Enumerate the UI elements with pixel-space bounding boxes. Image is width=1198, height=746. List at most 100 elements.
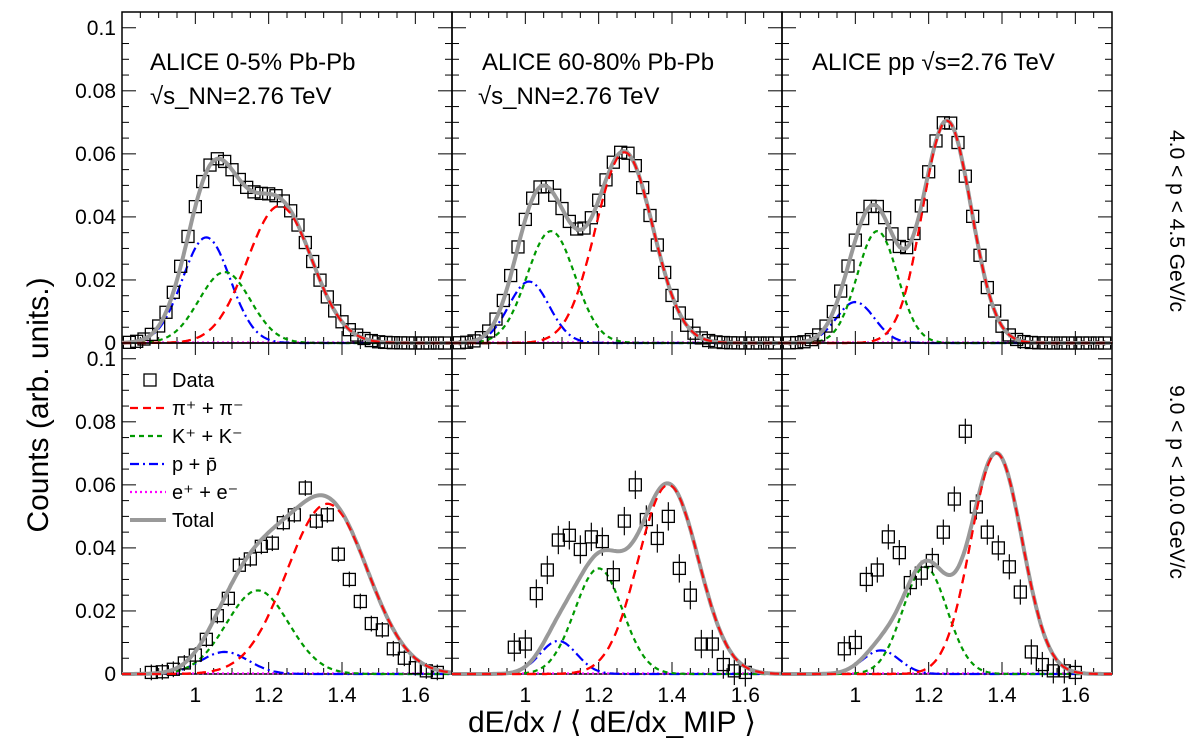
data-point <box>995 319 1009 333</box>
y-tick-label: 0.04 <box>75 537 116 560</box>
data-point <box>562 214 576 229</box>
data-point <box>177 656 191 670</box>
data-point <box>812 328 826 342</box>
data-point <box>320 290 334 304</box>
x-axis-title: dE/dx / ⟨ dE/dx_MIP ⟩ <box>468 706 756 739</box>
data-point <box>328 304 342 318</box>
data-point <box>617 514 631 528</box>
panel-title-col0-line2: √s_NN=2.76 TeV <box>150 83 332 110</box>
data-point <box>885 227 899 241</box>
data-point <box>958 424 972 438</box>
data-point <box>661 509 675 524</box>
data-point <box>859 572 873 587</box>
x-tick-label: 1.2 <box>254 684 283 707</box>
data-point <box>892 545 906 560</box>
data-point <box>232 172 246 187</box>
y-tick-label: 0 <box>104 332 116 355</box>
legend-item-e: e⁺ + e⁻ <box>130 482 238 504</box>
panel-title-col1-line1: ALICE 60-80% Pb-Pb <box>482 49 714 76</box>
data-point <box>727 664 741 678</box>
data-point <box>555 201 569 216</box>
data-point <box>240 180 254 195</box>
data-point <box>291 218 305 232</box>
y-tick-label: 0.08 <box>75 411 116 434</box>
data-point <box>826 304 840 319</box>
data-point <box>694 331 708 345</box>
data-point <box>1013 585 1027 599</box>
data-point <box>342 572 356 587</box>
data-point <box>672 306 686 320</box>
panel-title-col2-line1: ALICE pp √s=2.76 TeV <box>812 49 1055 76</box>
data-point <box>650 531 664 546</box>
x-tick-label: 1.6 <box>401 684 430 707</box>
data-point <box>1046 664 1060 678</box>
data-point <box>848 635 862 650</box>
y-tick-label: 0.06 <box>75 143 116 166</box>
legend-item-total: Total <box>130 510 214 532</box>
curve-proton <box>121 236 452 345</box>
x-tick-label: 1.6 <box>731 684 760 707</box>
data-point <box>320 508 334 522</box>
panel-title-col0-line1: ALICE 0-5% Pb-Pb <box>150 49 355 76</box>
legend-item-k: K⁺ + K⁻ <box>130 426 243 448</box>
data-point <box>595 534 609 549</box>
curve-pion-overlay <box>782 452 1112 676</box>
data-point <box>313 273 327 287</box>
curve-pion-overlay <box>782 119 1112 345</box>
y-tick-label: 0.06 <box>75 474 116 497</box>
data-point <box>548 188 562 202</box>
data-point <box>298 481 312 495</box>
x-tick-label: 1 <box>849 684 861 707</box>
data-point <box>375 623 389 637</box>
data-point <box>331 547 345 561</box>
data-point <box>980 525 994 539</box>
row-label-1: 9.0 < p < 10.0 GeV/c <box>1165 385 1188 579</box>
data-point <box>526 191 540 205</box>
curve-pion-overlay <box>122 204 452 345</box>
y-tick-label: 0.08 <box>75 80 116 103</box>
data-point <box>628 478 642 492</box>
data-point <box>705 637 719 651</box>
data-point <box>870 563 884 577</box>
curve-total <box>452 481 783 676</box>
x-tick-label: 1 <box>189 684 201 707</box>
data-point <box>159 305 173 319</box>
data-point <box>540 563 554 577</box>
data-point <box>694 637 708 651</box>
data-point <box>353 594 367 609</box>
y-tick-label: 0 <box>104 663 116 686</box>
data-point <box>881 530 895 544</box>
data-point <box>529 586 543 601</box>
panels-group: 0.10.080.060.040.0200.10.080.060.040.020… <box>75 11 1113 707</box>
data-point <box>1002 560 1016 574</box>
data-point <box>298 235 312 250</box>
data-point <box>335 315 349 329</box>
legend-item-p: p + p̄ <box>130 454 217 476</box>
y-tick-label: 0.02 <box>75 269 116 292</box>
y-axis-title: Counts (arb. units.) <box>22 277 55 532</box>
data-point <box>856 211 870 226</box>
data-point <box>606 568 620 582</box>
legend-label-p: p + p̄ <box>172 454 217 476</box>
data-point <box>562 528 576 542</box>
data-point <box>1024 645 1038 659</box>
legend-label-k: K⁺ + K⁻ <box>172 426 243 448</box>
data-point <box>551 533 565 547</box>
data-point <box>584 530 598 544</box>
data-point <box>350 328 364 342</box>
legend-label-total: Total <box>172 510 214 532</box>
data-point <box>628 159 642 173</box>
data-point <box>606 155 620 169</box>
curve-total <box>782 118 1112 345</box>
data-point <box>518 637 532 651</box>
x-tick-label: 1.2 <box>584 684 613 707</box>
curve-pion-overlay <box>122 502 453 676</box>
data-point <box>936 525 950 539</box>
legend-item-pi: π⁺ + π⁻ <box>130 398 244 420</box>
data-point <box>687 326 701 340</box>
x-tick-label: 1.2 <box>914 684 943 707</box>
curve-kaon <box>122 270 452 345</box>
curve-kaon <box>782 565 1112 676</box>
data-point <box>482 324 496 338</box>
